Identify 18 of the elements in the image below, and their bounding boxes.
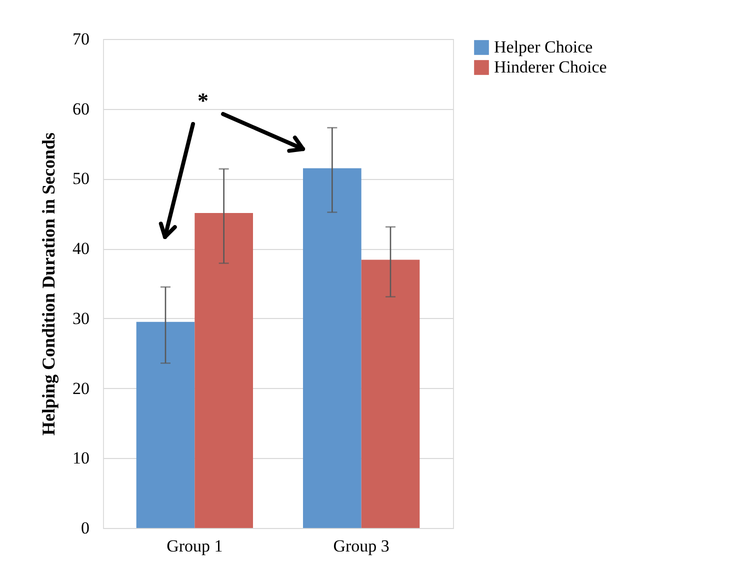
y-tick-label: 20: [72, 378, 90, 398]
y-tick-label: 30: [72, 308, 90, 328]
y-tick-label: 60: [72, 99, 90, 118]
bar: [303, 168, 362, 528]
bar: [194, 212, 253, 528]
y-tick-label: 0: [81, 518, 90, 538]
legend-label: Hinderer Choice: [494, 58, 607, 76]
x-tick-label: Group 3: [333, 536, 390, 556]
annotation: *: [198, 88, 208, 113]
y-tick-label: 70: [72, 30, 90, 48]
x-tick-label: Group 1: [166, 536, 223, 556]
y-tick-label: 10: [72, 448, 90, 468]
bar: [136, 322, 195, 528]
y-axis-title: Helping Condition Duration in Seconds: [38, 132, 58, 436]
y-tick-label: 40: [72, 239, 90, 258]
y-tick-label: 50: [72, 169, 90, 188]
legend-label: Helper Choice: [494, 38, 593, 56]
bar: [361, 260, 420, 528]
